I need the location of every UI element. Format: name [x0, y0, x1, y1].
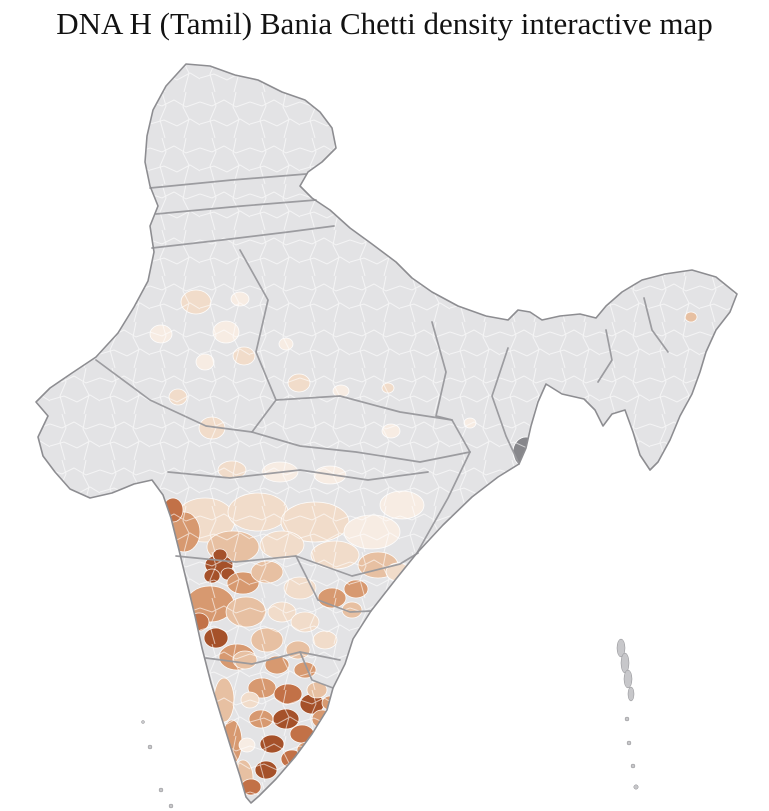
andaman-island: [616, 638, 626, 658]
district-cell[interactable]: [259, 734, 285, 754]
district-cell[interactable]: [212, 320, 240, 344]
district-cell[interactable]: [259, 530, 305, 560]
district-cell[interactable]: [180, 289, 212, 315]
andaman-island: [626, 740, 632, 746]
district-cell[interactable]: [332, 384, 350, 398]
district-cell[interactable]: [684, 311, 698, 323]
district-cell[interactable]: [463, 417, 477, 429]
andaman-island: [624, 716, 630, 722]
dark-gray-district[interactable]: [512, 436, 540, 468]
district-cell[interactable]: [240, 778, 262, 796]
district-cell[interactable]: [381, 382, 395, 394]
district-cell[interactable]: [162, 497, 184, 523]
district-cell[interactable]: [385, 562, 411, 582]
district-cell[interactable]: [168, 388, 188, 406]
district-cell[interactable]: [225, 596, 267, 628]
andaman-island: [623, 669, 633, 689]
district-cell[interactable]: [149, 324, 173, 344]
district-cell[interactable]: [198, 416, 226, 440]
district-cell[interactable]: [289, 724, 315, 744]
district-cell[interactable]: [278, 337, 294, 351]
district-cell[interactable]: [310, 540, 360, 570]
district-cell[interactable]: [221, 719, 243, 765]
andaman-island: [630, 763, 636, 769]
lakshadweep-island: [158, 787, 164, 793]
district-cell[interactable]: [272, 708, 300, 730]
district-cell[interactable]: [195, 353, 215, 371]
lakshadweep-island: [141, 720, 145, 724]
district-cell[interactable]: [248, 709, 274, 729]
district-cell[interactable]: [317, 587, 347, 609]
district-cell[interactable]: [203, 627, 229, 649]
district-cell[interactable]: [311, 709, 333, 729]
district-cell[interactable]: [188, 612, 210, 632]
district-cell[interactable]: [230, 291, 250, 307]
district-cell[interactable]: [290, 611, 320, 633]
district-cell[interactable]: [217, 460, 247, 480]
district-cell[interactable]: [313, 465, 347, 485]
district-cell[interactable]: [213, 677, 235, 723]
district-cell[interactable]: [341, 601, 363, 619]
district-cell[interactable]: [379, 490, 425, 520]
district-cell[interactable]: [381, 423, 401, 439]
andaman-island: [633, 784, 639, 790]
district-cell[interactable]: [232, 650, 258, 670]
district-cell[interactable]: [212, 548, 228, 562]
district-cell[interactable]: [203, 568, 221, 584]
district-cell[interactable]: [254, 760, 278, 780]
district-cell[interactable]: [321, 695, 339, 711]
district-cell[interactable]: [293, 661, 317, 679]
district-cell[interactable]: [250, 627, 284, 653]
district-cell[interactable]: [306, 681, 328, 699]
district-cell[interactable]: [283, 576, 317, 600]
lakshadweep-island: [168, 803, 174, 809]
district-cell[interactable]: [343, 514, 401, 550]
lakshadweep-islands: [141, 720, 174, 809]
andaman-island: [627, 686, 635, 702]
district-cell[interactable]: [238, 737, 256, 753]
district-cell[interactable]: [264, 655, 290, 675]
district-cell[interactable]: [261, 461, 299, 483]
district-cell[interactable]: [273, 683, 303, 705]
andaman-islands: [616, 638, 639, 790]
district-cell[interactable]: [250, 560, 284, 584]
district-cell[interactable]: [280, 749, 304, 769]
district-cell[interactable]: [285, 640, 311, 660]
page-title: DNA H (Tamil) Bania Chetti density inter…: [56, 6, 713, 41]
district-cell[interactable]: [312, 630, 338, 650]
district-cell[interactable]: [240, 691, 260, 709]
district-cell[interactable]: [232, 346, 256, 366]
special-district: [512, 436, 540, 468]
district-cell[interactable]: [343, 579, 369, 599]
district-cell[interactable]: [270, 777, 292, 795]
district-cell[interactable]: [287, 373, 311, 393]
district-cell[interactable]: [296, 741, 318, 759]
lakshadweep-island: [147, 744, 153, 750]
district-cell[interactable]: [227, 492, 289, 532]
